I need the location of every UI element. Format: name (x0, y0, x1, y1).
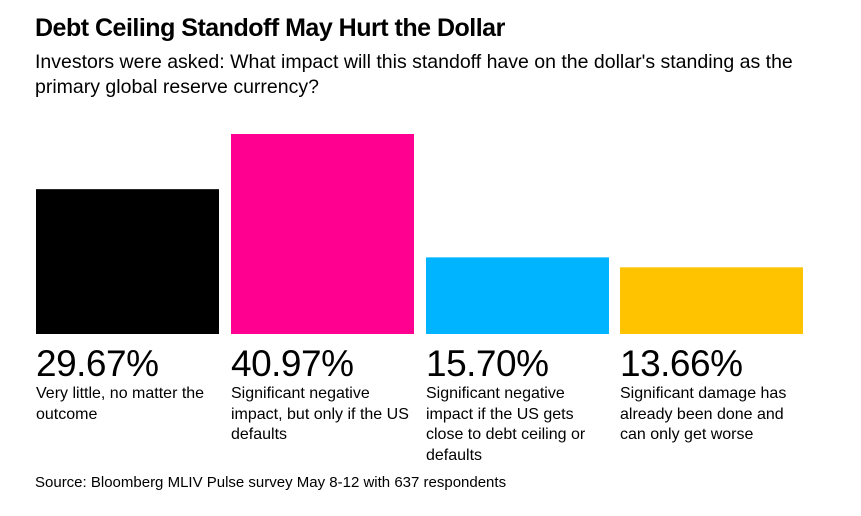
bar-value-label: 13.66% (620, 343, 743, 384)
bar-3 (620, 267, 803, 334)
column-0: 29.67% Very little, no matter the outcom… (36, 345, 222, 425)
column-3: 13.66% Significant damage has already be… (620, 345, 806, 446)
bar-value-label: 29.67% (36, 343, 159, 384)
category-label: Very little, no matter the outcome (36, 385, 205, 423)
bar-2 (426, 257, 609, 334)
category-label: Significant negative impact if the US ge… (426, 385, 586, 464)
bar-0 (36, 189, 219, 334)
bar-chart (36, 134, 803, 334)
category-label: Significant damage has already been done… (620, 385, 787, 443)
bar-value-label: 40.97% (231, 343, 354, 384)
chart-title: Debt Ceiling Standoff May Hurt the Dolla… (35, 14, 505, 42)
bar-1 (231, 134, 414, 334)
source-note: Source: Bloomberg MLIV Pulse survey May … (35, 474, 507, 491)
column-2: 15.70% Significant negative impact if th… (426, 345, 612, 466)
bar-value-label: 15.70% (426, 343, 549, 384)
column-1: 40.97% Significant negative impact, but … (231, 345, 417, 446)
chart-subtitle: Investors were asked: What impact will t… (35, 51, 793, 98)
category-label: Significant negative impact, but only if… (231, 385, 409, 443)
